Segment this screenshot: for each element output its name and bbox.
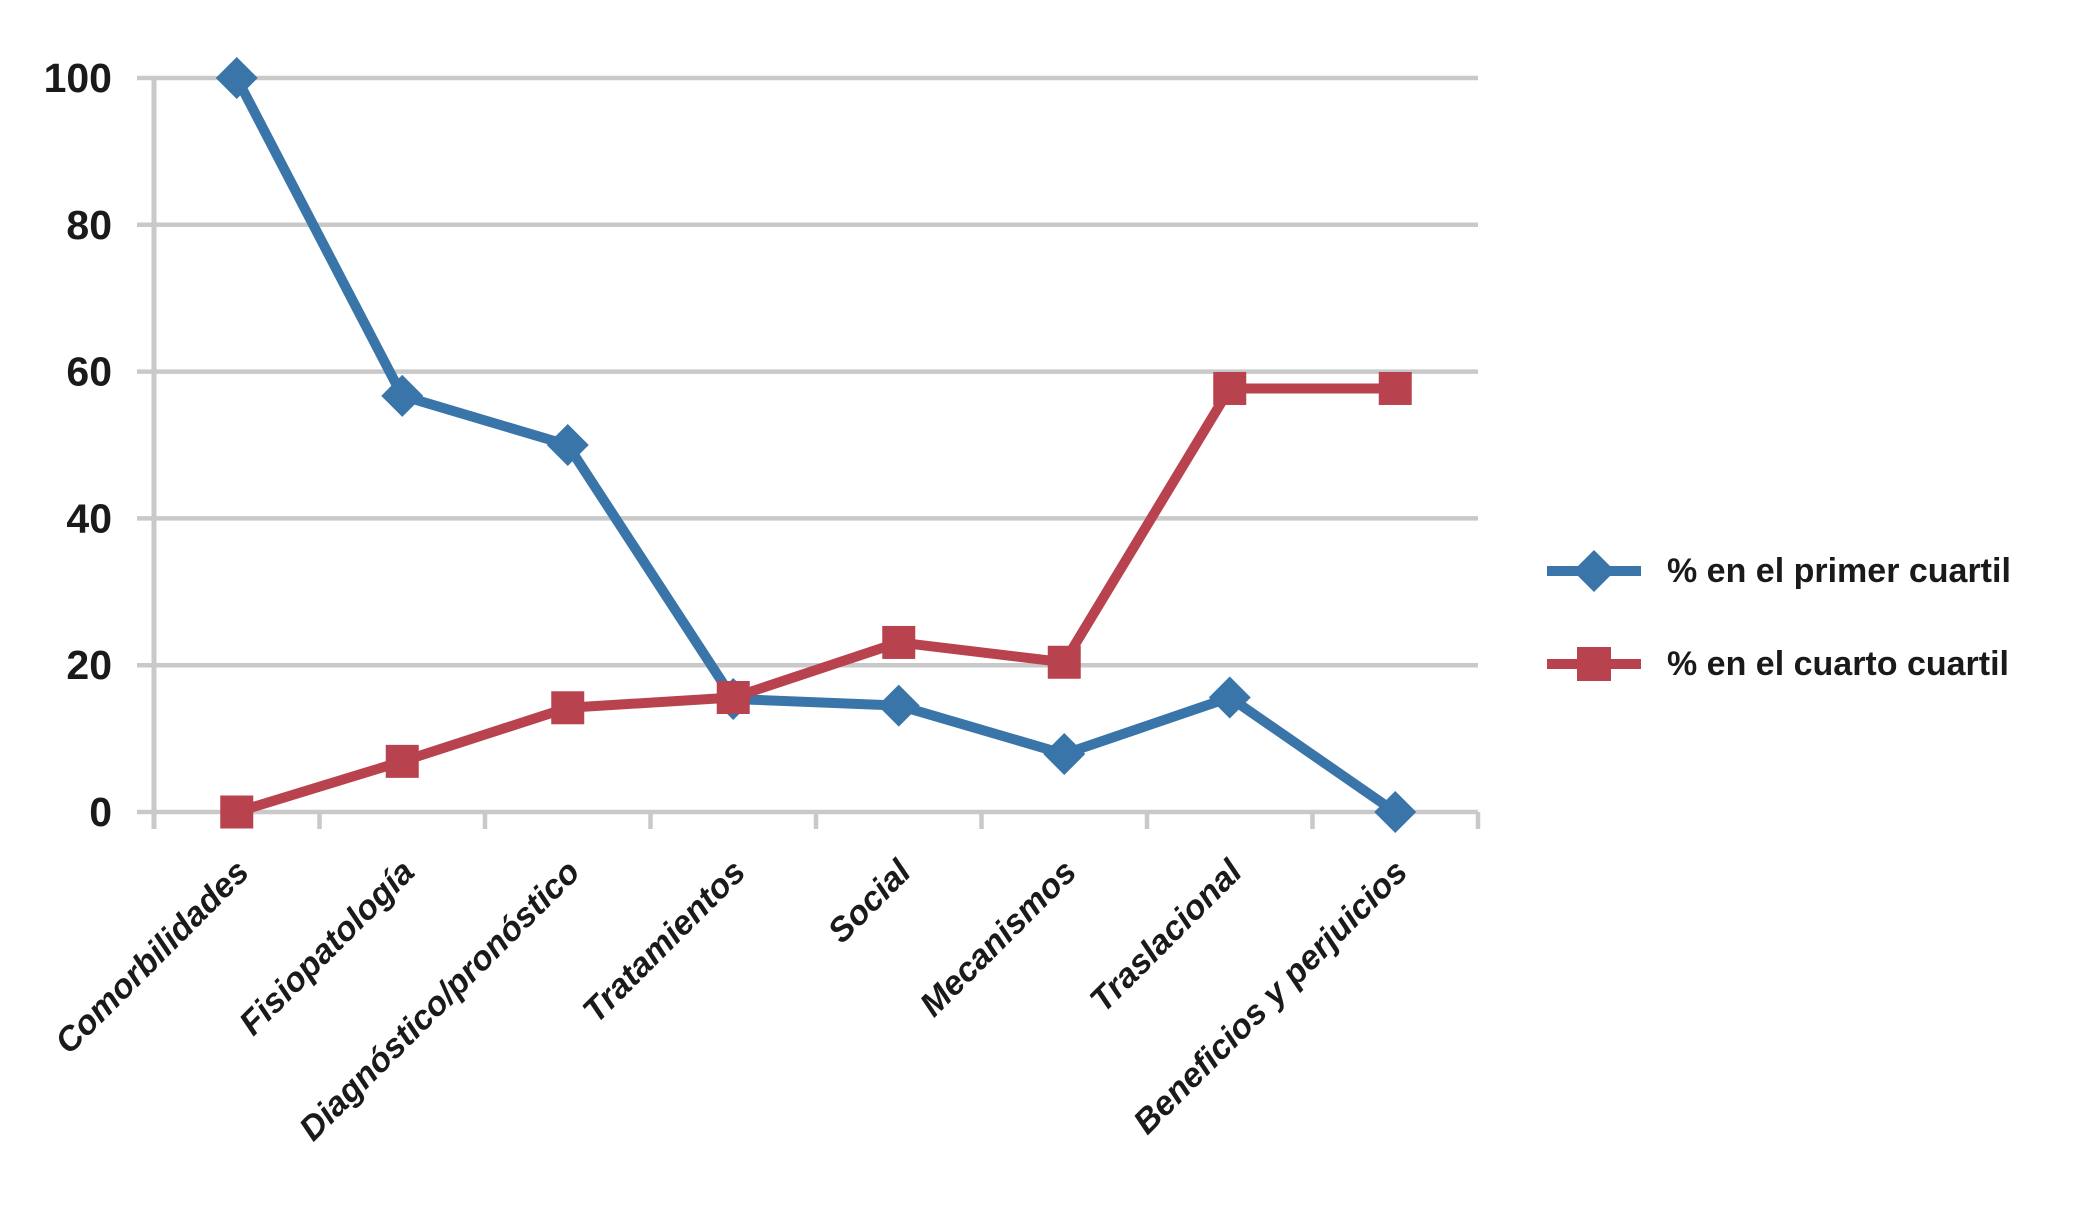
data-point-marker [1378, 371, 1412, 405]
data-point-marker [385, 744, 419, 778]
data-point-marker [546, 424, 589, 466]
data-point-marker [1208, 676, 1251, 719]
legend: % en el primer cuartil % en el cuarto cu… [1545, 548, 2011, 687]
y-axis-tick-label: 80 [66, 202, 112, 248]
data-point-marker [381, 374, 424, 417]
data-point-marker [1374, 791, 1417, 833]
x-axis-category-label: Comorbilidades [48, 853, 257, 1062]
data-point-marker [551, 691, 585, 725]
data-point-marker [716, 680, 750, 714]
data-point-marker [877, 684, 920, 727]
y-axis-tick-label: 0 [89, 789, 112, 835]
legend-diamond-marker-icon [1547, 550, 1641, 592]
y-axis-tick-label: 60 [66, 349, 112, 395]
x-axis-category-label: Fisiopatología [232, 853, 422, 1043]
x-axis-category-label: Social [821, 852, 920, 951]
series-line-primer-cuartil [232, 75, 1399, 817]
data-point-marker [220, 795, 254, 829]
legend-item-primer-cuartil: % en el primer cuartil [1545, 548, 2011, 594]
y-axis-tick-label: 40 [66, 495, 112, 541]
x-axis-category-label: Mecanismos [913, 853, 1084, 1024]
y-axis-tick-label: 100 [44, 55, 112, 101]
data-point-marker [215, 57, 258, 99]
series-line-cuarto-cuartil [235, 383, 1396, 817]
legend-label-primer-cuartil: % en el primer cuartil [1667, 551, 2011, 590]
data-point-marker [1043, 733, 1086, 776]
x-axis-category-label: Tratamientos [576, 853, 753, 1030]
data-point-marker [1213, 371, 1247, 405]
y-axis-tick-label: 20 [66, 642, 112, 688]
x-axis-category-label: Traslacional [1083, 852, 1251, 1020]
legend-square-marker-icon [1547, 647, 1641, 681]
x-axis-category-label: Beneficios y perjuicios [1126, 853, 1415, 1142]
data-point-marker [882, 625, 916, 659]
legend-label-cuarto-cuartil: % en el cuarto cuartil [1667, 644, 2009, 683]
x-axis-category-label: Diagnóstico/pronóstico [292, 853, 587, 1148]
legend-item-cuarto-cuartil: % en el cuarto cuartil [1545, 641, 2011, 687]
data-point-marker [1047, 645, 1081, 679]
